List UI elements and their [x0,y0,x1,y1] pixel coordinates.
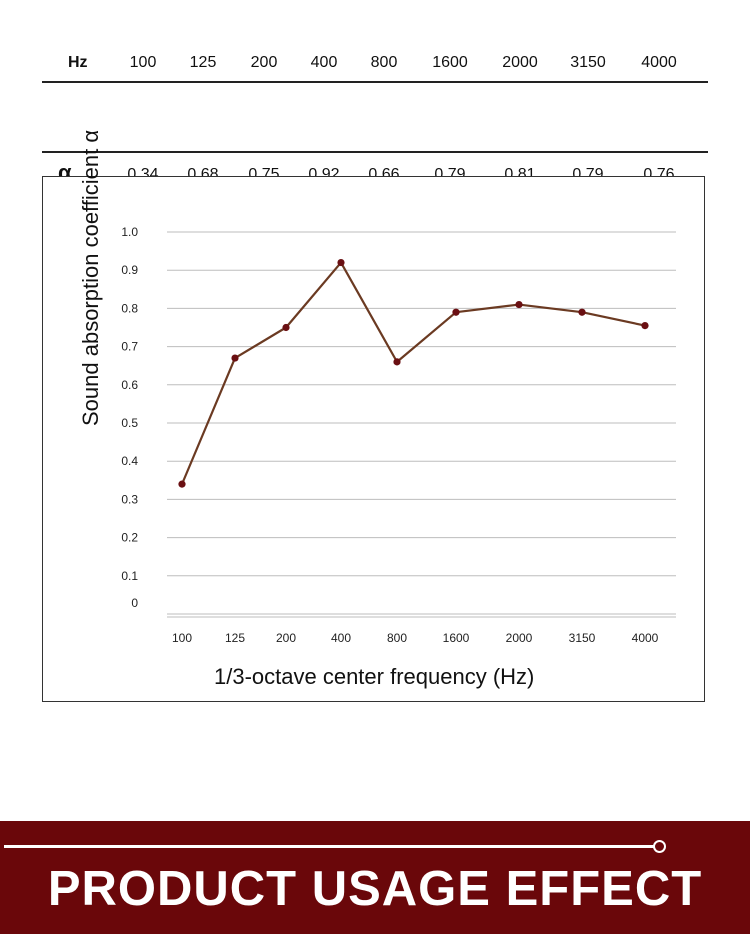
x-tick-label: 125 [225,631,245,645]
product-banner: PRODUCT USAGE EFFECT [0,821,750,934]
table-divider [42,81,708,83]
absorption-table: Hz 100 125 200 400 800 1600 2000 3150 4000 α 0.3… [42,40,708,185]
frequency-cell: 200 [250,54,278,71]
x-tick-label: 2000 [506,631,533,645]
frequency-cell: 1600 [432,54,468,71]
x-tick-label: 3150 [569,631,596,645]
y-tick-label: 0 [131,596,138,610]
frequency-cell: 2000 [502,54,538,71]
x-tick-label: 200 [276,631,296,645]
x-tick-label: 1600 [443,631,470,645]
data-point [641,321,649,330]
x-tick-label: 4000 [632,631,659,645]
x-axis-title: 1/3-octave center frequency (Hz) [214,664,535,689]
data-point [515,300,523,309]
series-line [180,261,646,485]
data-point [231,354,239,362]
y-tick-label: 0.8 [121,301,138,315]
y-tick-label: 0.5 [121,416,138,430]
table-divider [42,151,708,153]
y-tick-label: 0.7 [121,340,138,354]
frequency-cell: 4000 [641,54,677,71]
y-tick-label: 0.3 [121,492,138,506]
x-tick-label: 400 [331,631,351,645]
frequency-cell: 400 [310,54,338,71]
data-point [282,323,290,332]
hz-header: Hz [68,54,88,71]
y-tick-label: 0.1 [121,569,138,583]
data-point [578,308,586,316]
y-tick-label: 0.4 [121,454,138,468]
data-point [178,480,186,488]
absorption-chart: 1.0 0.9 0.8 0.7 0.6 0.5 0.4 0.3 0.2 0.1 0 100 125 200… [42,176,705,702]
y-axis-title: Sound absorption coefficient α [78,129,103,426]
frequency-cell: 100 [129,54,157,71]
banner-title: PRODUCT USAGE EFFECT [47,862,703,916]
y-tick-label: 0.9 [121,263,138,277]
data-point [452,308,460,316]
data-point [393,358,401,366]
y-tick-label: 1.0 [121,225,138,239]
banner-circle-icon [653,840,666,853]
data-point [337,258,345,267]
y-tick-label: 0.2 [121,531,138,545]
frequency-cell: 125 [189,54,217,71]
y-tick-label: 0.6 [121,378,138,392]
frequency-cell: 3150 [570,54,606,71]
x-tick-label: 100 [172,631,192,645]
frequency-cell: 800 [370,54,398,71]
chart-plot: 1.0 0.9 0.8 0.7 0.6 0.5 0.4 0.3 0.2 0.1 0 100 125 200… [121,225,676,645]
frequency-row: Hz 100 125 200 400 800 1600 2000 3150 4000 [42,40,708,80]
x-tick-label: 800 [387,631,407,645]
banner-divider-line [4,845,654,848]
